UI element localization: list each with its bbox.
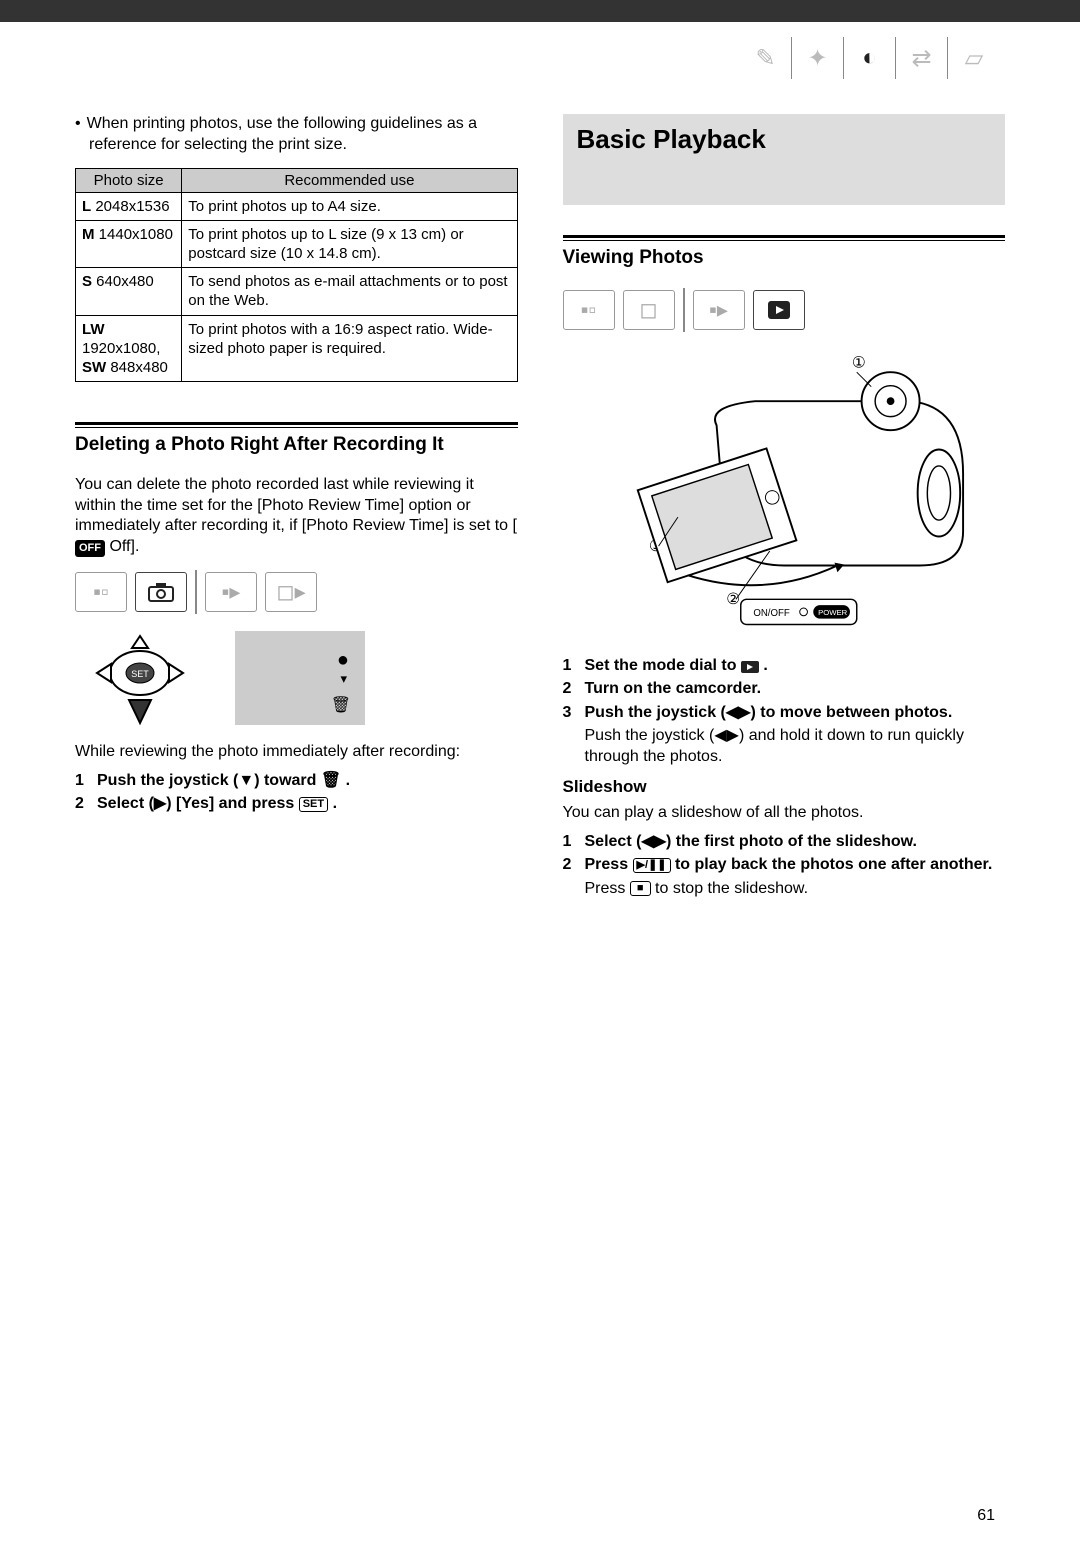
section-rule-2 [563, 235, 1006, 241]
photo-play-icon [753, 290, 805, 330]
intro-text: When printing photos, use the following … [75, 114, 518, 156]
delete-heading: Deleting a Photo Right After Recording I… [75, 434, 518, 457]
chapter-title: Basic Playback [577, 124, 992, 155]
photo-rec-icon: ◻ [623, 290, 675, 330]
movie-rec-icon: ▪▫ [75, 572, 127, 612]
ss-step-1: 1 Select (◀▶) the first photo of the sli… [563, 832, 1006, 852]
book-icon: ✎ [740, 37, 792, 79]
mode-strip-left: ▪▫ ▪▸ ◻▸ [75, 570, 518, 614]
th-use: Recommended use [182, 168, 517, 192]
svg-text:①: ① [851, 354, 865, 371]
step-2: 2 Select (▶) [Yes] and press SET . [75, 794, 518, 814]
photo-size-table: Photo size Recommended use L 2048x1536 T… [75, 168, 518, 383]
svg-text:②: ② [726, 591, 740, 608]
movie-rec-icon: ▪▫ [563, 290, 615, 330]
sync-icon: ⇄ [896, 37, 948, 79]
camcorder-diagram: ① ③ ② [563, 348, 1006, 638]
svg-text:SET: SET [131, 669, 149, 679]
ss-step-2: 2 Press ▶/❚❚ to play back the photos one… [563, 855, 1006, 875]
table-row: L 2048x1536 To print photos up to A4 siz… [76, 192, 518, 220]
stop-icon: ■ [630, 881, 651, 896]
movie-play-icon: ▪▸ [693, 290, 745, 330]
slideshow-intro: You can play a slideshow of all the phot… [563, 803, 1006, 824]
play-pause-icon: ▶/❚❚ [633, 858, 671, 873]
off-icon: OFF [75, 540, 105, 556]
top-icon-strip: ✎ ✦ ◐ ⇄ ▱ [0, 22, 1080, 89]
book2-icon: ▱ [948, 37, 1000, 79]
ss-stop: Press ■ to stop the slideshow. [563, 879, 1006, 899]
while-reviewing: While reviewing the photo immediately af… [75, 742, 518, 763]
svg-text:POWER: POWER [818, 608, 848, 617]
viewing-heading: Viewing Photos [563, 247, 1006, 270]
slideshow-heading: Slideshow [563, 777, 1006, 797]
table-row: S 640x480 To send photos as e-mail attac… [76, 268, 518, 315]
mode-strip-right: ▪▫ ◻ ▪▸ [563, 288, 1006, 332]
step3-body: Push the joystick (◀▶) and hold it down … [563, 726, 1006, 767]
delete-body: You can delete the photo recorded last w… [75, 475, 518, 558]
photo-play-icon: ◻▸ [265, 572, 317, 612]
top-bar [0, 0, 1080, 22]
tool-icon: ✦ [792, 37, 844, 79]
view-step-3: 3 Push the joystick (◀▶) to move between… [563, 703, 1006, 723]
th-size: Photo size [76, 168, 182, 192]
set-icon: SET [299, 797, 328, 812]
svg-text:ON/OFF: ON/OFF [753, 608, 790, 619]
table-row: LW 1920x1080, SW 848x480 To print photos… [76, 315, 518, 382]
joystick-diagram: SET ● ▾ 🗑 [75, 628, 518, 728]
section-rule [75, 422, 518, 428]
view-step-1: 1 Set the mode dial to . [563, 656, 1006, 676]
view-step-2: 2 Turn on the camcorder. [563, 679, 1006, 699]
step-1: 1 Push the joystick (▼) toward 🗑 . [75, 771, 518, 791]
page-number: 61 [977, 1507, 995, 1525]
left-column: When printing photos, use the following … [75, 114, 518, 907]
movie-play-icon: ▪▸ [205, 572, 257, 612]
right-column: Basic Playback Viewing Photos ▪▫ ◻ ▪▸ ① … [563, 114, 1006, 907]
chapter-header: Basic Playback [563, 114, 1006, 205]
camera-icon: ◐ [844, 37, 896, 79]
table-row: M 1440x1080 To print photos up to L size… [76, 220, 518, 267]
photo-rec-icon [135, 572, 187, 612]
